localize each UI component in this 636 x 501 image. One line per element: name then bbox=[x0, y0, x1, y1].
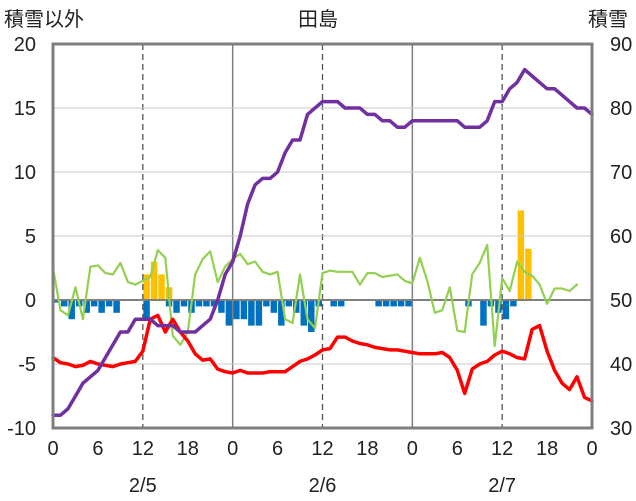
negative-bar bbox=[285, 300, 293, 307]
negative-bar bbox=[98, 300, 105, 313]
x-tick: 0 bbox=[586, 438, 597, 460]
negative-bar bbox=[90, 300, 98, 307]
y-tick-right: 90 bbox=[610, 34, 632, 56]
negative-bar bbox=[203, 300, 210, 307]
negative-bar bbox=[480, 300, 487, 326]
negative-bar bbox=[330, 300, 337, 307]
negative-bar bbox=[83, 300, 90, 313]
negative-bar bbox=[218, 300, 225, 313]
grid-layer bbox=[53, 44, 592, 428]
x-tick: 6 bbox=[92, 438, 103, 460]
temperature-line bbox=[51, 313, 594, 403]
y-tick-left: -10 bbox=[7, 418, 36, 440]
lines-layer bbox=[51, 67, 594, 417]
negative-bar bbox=[510, 300, 517, 307]
negative-bar bbox=[180, 300, 188, 307]
y-tick-right: 70 bbox=[610, 162, 632, 184]
negative-bar bbox=[60, 300, 68, 307]
negative-bar bbox=[225, 300, 233, 326]
negative-bar bbox=[173, 300, 180, 313]
y-tick-left: -5 bbox=[18, 354, 36, 376]
negative-bar bbox=[195, 300, 203, 307]
y-tick-right: 80 bbox=[610, 98, 632, 120]
negative-bar bbox=[113, 300, 120, 313]
negative-bar bbox=[68, 300, 75, 320]
x-tick: 0 bbox=[407, 438, 418, 460]
negative-bar bbox=[293, 300, 300, 313]
y-tick-right: 50 bbox=[610, 290, 632, 312]
plot-border bbox=[51, 42, 594, 430]
y-tick-right: 30 bbox=[610, 418, 632, 440]
precip-bar bbox=[517, 210, 525, 300]
negative-bar bbox=[263, 300, 270, 307]
negative-bar bbox=[105, 300, 113, 307]
green-line-line bbox=[51, 243, 579, 348]
bars-layer bbox=[53, 210, 532, 332]
x-tick: 18 bbox=[536, 438, 558, 460]
negative-bar bbox=[308, 300, 315, 332]
date-label: 2/7 bbox=[488, 475, 516, 497]
negative-bar bbox=[300, 300, 308, 326]
x-tick: 12 bbox=[491, 438, 513, 460]
negative-bar bbox=[375, 300, 382, 307]
x-tick: 0 bbox=[47, 438, 58, 460]
y-tick-right: 40 bbox=[610, 354, 632, 376]
date-label: 2/6 bbox=[309, 475, 337, 497]
y-tick-left: 0 bbox=[25, 290, 36, 312]
negative-bar bbox=[278, 300, 285, 326]
x-tick: 6 bbox=[452, 438, 463, 460]
negative-bar bbox=[248, 300, 255, 326]
negative-bar bbox=[405, 300, 412, 307]
date-label: 2/5 bbox=[129, 475, 157, 497]
negative-bar bbox=[210, 300, 218, 307]
x-tick: 12 bbox=[311, 438, 333, 460]
negative-bar bbox=[382, 300, 390, 307]
x-tick: 18 bbox=[177, 438, 199, 460]
negative-bar bbox=[502, 300, 510, 320]
y-tick-left: 10 bbox=[14, 162, 36, 184]
negative-bar bbox=[53, 300, 60, 303]
negative-bar bbox=[255, 300, 263, 326]
y-tick-left: 20 bbox=[14, 34, 36, 56]
y-axis-right-label: 積雪 bbox=[588, 7, 628, 31]
y-tick-left: 15 bbox=[14, 98, 36, 120]
x-tick: 18 bbox=[356, 438, 378, 460]
negative-bar bbox=[390, 300, 397, 307]
negative-bar bbox=[233, 300, 240, 320]
y-axis-left-label: 積雪以外 bbox=[4, 7, 84, 31]
precip-bar bbox=[150, 261, 158, 300]
negative-bar bbox=[270, 300, 278, 313]
negative-bar bbox=[240, 300, 248, 320]
negative-bar bbox=[143, 300, 150, 320]
y-tick-left: 5 bbox=[25, 226, 36, 248]
x-tick: 6 bbox=[272, 438, 283, 460]
precip-bar bbox=[158, 274, 165, 300]
precip-bar bbox=[143, 274, 150, 300]
x-tick: 12 bbox=[132, 438, 154, 460]
snow-depth-line bbox=[51, 67, 594, 417]
y-tick-right: 60 bbox=[610, 226, 632, 248]
negative-bar bbox=[337, 300, 345, 307]
x-tick: 0 bbox=[227, 438, 238, 460]
negative-bar bbox=[397, 300, 405, 307]
chart-title: 田島 bbox=[298, 7, 338, 31]
